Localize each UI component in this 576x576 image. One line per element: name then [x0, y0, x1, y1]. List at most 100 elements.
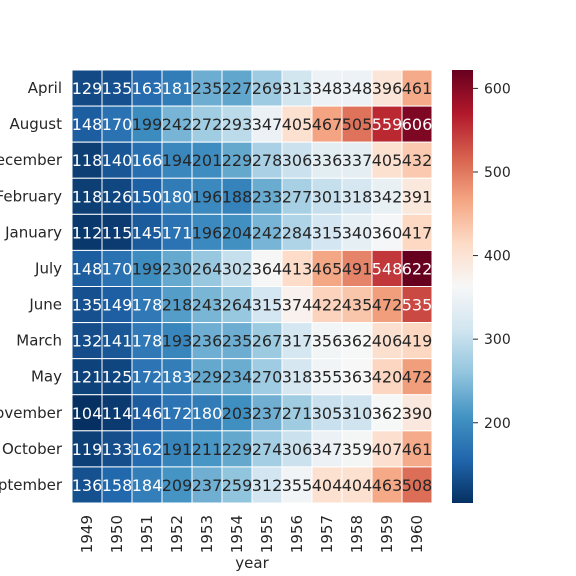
- cell-value-label: 237: [192, 476, 223, 495]
- cell-value-label: 342: [372, 187, 403, 206]
- cell-value-label: 237: [252, 404, 283, 423]
- cell-value-label: 118: [72, 187, 103, 206]
- cell-value-label: 180: [162, 187, 193, 206]
- cell-value-label: 559: [372, 115, 403, 134]
- heatmap-cell: [71, 69, 103, 107]
- cell-value-label: 305: [312, 404, 343, 423]
- cell-value-label: 306: [282, 151, 313, 170]
- cell-value-label: 491: [342, 259, 373, 278]
- colorbar-gradient: [452, 70, 473, 503]
- cell-value-label: 242: [252, 223, 283, 242]
- cell-value-label: 229: [222, 440, 253, 459]
- y-tick-label: August: [10, 115, 63, 133]
- cell-value-label: 340: [342, 223, 373, 242]
- cell-value-label: 472: [402, 368, 433, 387]
- cell-value-label: 148: [72, 115, 103, 134]
- colorbar-tick-label: 500: [484, 165, 511, 181]
- heatmap-cell: [161, 286, 193, 324]
- cell-value-label: 199: [132, 259, 163, 278]
- heatmap-cell: [101, 105, 133, 143]
- cell-value-label: 115: [102, 223, 133, 242]
- cell-value-label: 435: [342, 296, 373, 315]
- heatmap-cell: [371, 177, 403, 215]
- cell-value-label: 171: [162, 223, 193, 242]
- heatmap-cell: [401, 322, 433, 360]
- heatmap-cell: [221, 249, 253, 288]
- cell-value-label: 170: [102, 259, 133, 278]
- heatmap-cell: [371, 213, 403, 251]
- cell-value-label: 235: [222, 332, 253, 351]
- cell-value-label: 264: [192, 259, 223, 278]
- cell-value-label: 193: [162, 332, 193, 351]
- heatmap-cell: [401, 358, 433, 396]
- cell-value-label: 360: [372, 223, 403, 242]
- cell-value-label: 284: [282, 223, 313, 242]
- heatmap-cell: [71, 322, 103, 360]
- cell-value-label: 230: [162, 259, 193, 278]
- y-tick-label: July: [34, 259, 62, 277]
- x-tick-label: 1953: [198, 515, 216, 553]
- cell-value-label: 417: [402, 223, 433, 242]
- cell-value-label: 461: [402, 79, 433, 98]
- cell-value-label: 135: [102, 79, 133, 98]
- cell-value-label: 229: [222, 151, 253, 170]
- cell-value-label: 465: [312, 259, 343, 278]
- heatmap-cell: [401, 141, 433, 179]
- cell-value-label: 406: [372, 332, 403, 351]
- heatmap-cell: [101, 213, 133, 251]
- colorbar-tick-label: 400: [484, 249, 511, 265]
- cell-value-label: 318: [282, 368, 313, 387]
- heatmap-cell: [311, 177, 343, 215]
- x-tick-label: 1954: [228, 515, 246, 553]
- cell-value-label: 422: [312, 296, 343, 315]
- cell-value-label: 432: [402, 151, 433, 170]
- cell-value-label: 242: [162, 115, 193, 134]
- cell-value-label: 178: [132, 296, 163, 315]
- heatmap-cell: [341, 105, 373, 143]
- cell-value-label: 347: [312, 440, 343, 459]
- cell-value-label: 355: [312, 368, 343, 387]
- heatmap-cell: [191, 105, 223, 143]
- cell-value-label: 404: [312, 476, 343, 495]
- cell-value-label: 420: [372, 368, 403, 387]
- x-axis-title: year: [235, 554, 269, 572]
- heatmap-cell: [71, 358, 103, 396]
- cell-value-label: 467: [312, 115, 343, 134]
- cell-value-label: 181: [162, 79, 193, 98]
- cell-value-label: 347: [252, 115, 283, 134]
- heatmap-cell: [101, 394, 133, 432]
- cell-value-label: 419: [402, 332, 433, 351]
- cell-value-label: 463: [372, 476, 403, 495]
- cell-value-label: 125: [102, 368, 133, 387]
- heatmap-cell: [281, 213, 313, 251]
- heatmap-cell: [341, 177, 373, 215]
- cell-value-label: 236: [192, 332, 223, 351]
- heatmap-cell: [71, 286, 103, 324]
- cell-value-label: 145: [132, 223, 163, 242]
- heatmap-cell: [281, 394, 313, 432]
- heatmap-cell: [131, 286, 163, 324]
- heatmap-cell: [161, 249, 193, 288]
- cell-value-label: 229: [192, 368, 223, 387]
- cell-value-label: 121: [72, 368, 103, 387]
- heatmap-cell: [371, 322, 403, 360]
- heatmap-cell: [221, 430, 253, 468]
- heatmap-cell: [131, 141, 163, 179]
- cell-value-label: 196: [192, 223, 223, 242]
- heatmap-cell: [251, 394, 283, 432]
- cell-value-label: 318: [342, 187, 373, 206]
- heatmap-cell: [311, 358, 343, 396]
- cell-value-label: 191: [162, 440, 193, 459]
- y-tick-label: January: [4, 223, 62, 241]
- cell-value-label: 313: [282, 79, 313, 98]
- y-tick-label: February: [0, 187, 62, 205]
- cell-value-label: 146: [132, 404, 163, 423]
- heatmap-cell: [191, 213, 223, 251]
- heatmap-cell: [71, 430, 103, 468]
- cell-value-label: 362: [372, 404, 403, 423]
- y-tick-label: March: [16, 332, 62, 350]
- x-tick-label: 1957: [318, 515, 336, 553]
- cell-value-label: 272: [192, 115, 223, 134]
- heatmap-cell: [161, 105, 193, 143]
- heatmap-cell: [251, 430, 283, 468]
